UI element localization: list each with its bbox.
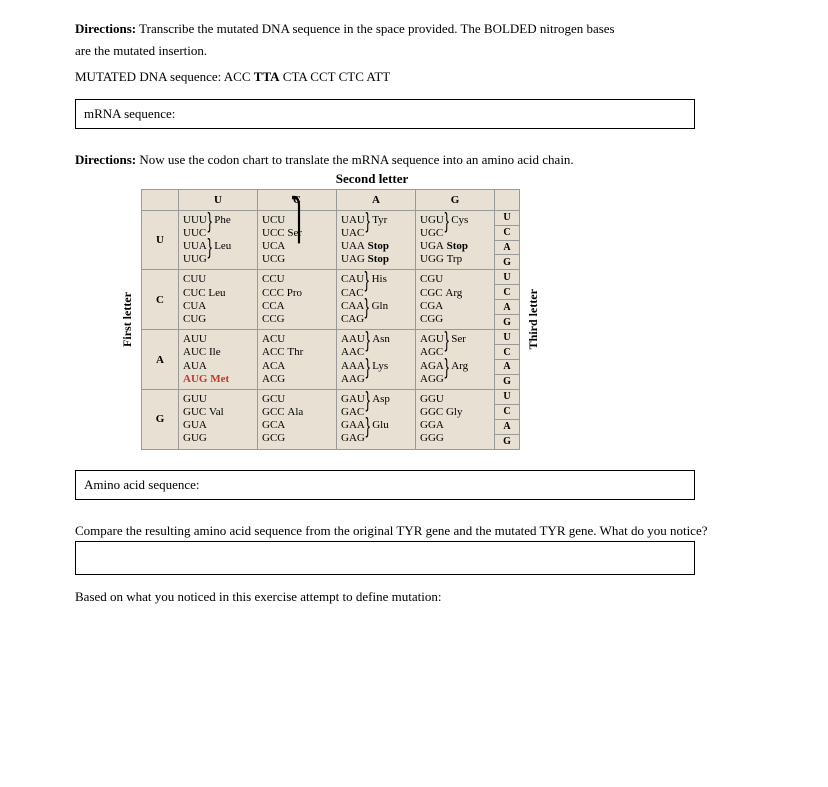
second-letter-label: Second letter [157,171,587,187]
cell-cc: CCU CCC Pro CCA CCG [258,270,337,330]
third-letter-label: Third letter [526,289,541,349]
directions-2: Directions: Now use the codon chart to t… [75,151,768,169]
cell-gg: GGU GGC Gly GGA GGG [416,389,495,449]
cell-gu: GUU GUC Val GUA GUG [179,389,258,449]
cell-ga: GAU}Asp GAC GAA}Glu GAG [337,389,416,449]
compare-question: Compare the resulting amino acid sequenc… [75,522,768,540]
mrna-label: mRNA sequence: [84,106,175,121]
cell-ug: UGU}Cys UGC UGA Stop UGG Trp [416,210,495,270]
cell-gc: GCU GCC Ala GCA GCG [258,389,337,449]
cell-uu: UUU}Phe UUC UUA}Leu UUG [179,210,258,270]
mutated-seq-line: MUTATED DNA sequence: ACC TTA CTA CCT CT… [75,69,768,85]
cell-cg: CGU CGC Arg CGA CGG [416,270,495,330]
cell-ua: UAU}Tyr UAC UAA Stop UAG Stop [337,210,416,270]
cell-uc: UCU⎫ UCC Ser UCA UCG [258,210,337,270]
cell-ac: ACU ACC Thr ACA ACG [258,330,337,390]
col-g: G [416,189,495,210]
directions-1: Directions: Transcribe the mutated DNA s… [75,20,768,38]
define-question: Based on what you noticed in this exerci… [75,589,768,605]
row-c: C [142,270,179,330]
aaseq-input[interactable]: Amino acid sequence: [75,470,695,500]
cell-aa: AAU}Asn AAC AAA}Lys AAG [337,330,416,390]
codon-chart: First letter U C A G U UUU}Phe UUC UUA}L… [120,189,768,450]
row-u: U [142,210,179,270]
compare-answer-input[interactable] [75,541,695,575]
first-letter-label: First letter [120,292,135,347]
aaseq-label: Amino acid sequence: [84,477,200,492]
col-u: U [179,189,258,210]
cell-ca: CAU}His CAC CAA}Gln CAG [337,270,416,330]
row-g: G [142,389,179,449]
row-a: A [142,330,179,390]
cell-ag: AGU}Ser AGC AGA}Arg AGG [416,330,495,390]
cell-au: AUU AUC Ile AUA AUG Met [179,330,258,390]
col-a: A [337,189,416,210]
directions-1b: are the mutated insertion. [75,42,768,60]
cell-cu: CUU CUC Leu CUA CUG [179,270,258,330]
codon-table: U C A G U UUU}Phe UUC UUA}Leu UUG [141,189,520,450]
mrna-input[interactable]: mRNA sequence: [75,99,695,129]
